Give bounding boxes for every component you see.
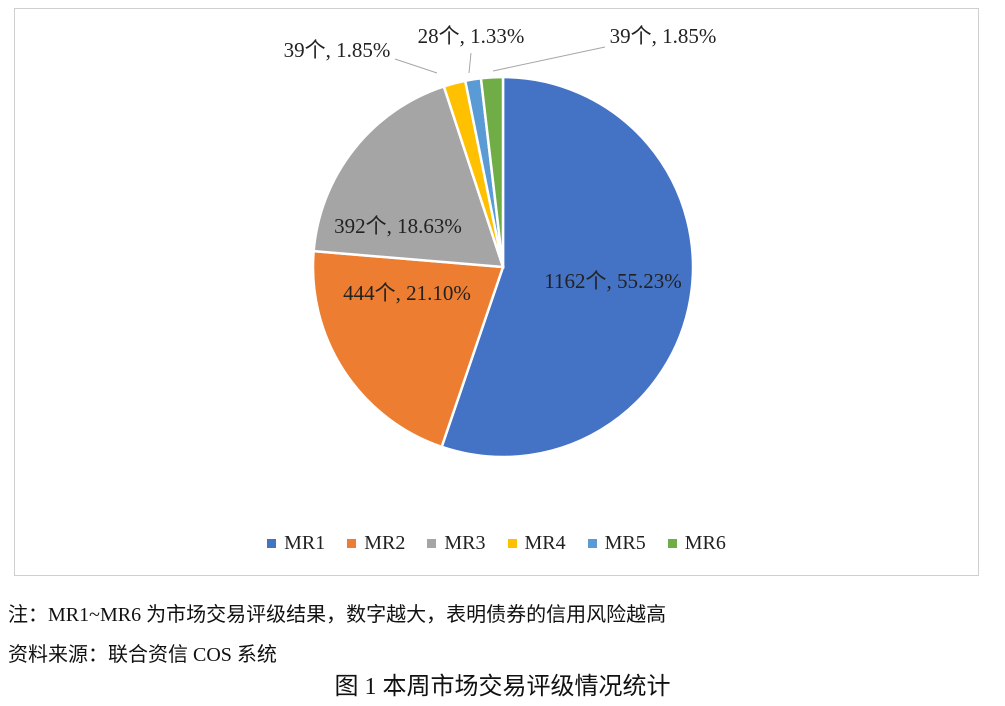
chart-source: 资料来源：联合资信 COS 系统 — [8, 644, 277, 666]
pie-slice-mr2 — [311, 249, 505, 449]
legend-swatch — [267, 539, 277, 548]
pie-slice-mr3 — [312, 84, 505, 269]
legend-item-mr1: MR1 — [267, 532, 325, 555]
chart-note: 注：MR1~MR6 为市场交易评级结果，数字越大，表明债券的信用风险越高 — [8, 604, 667, 626]
legend-swatch — [587, 539, 597, 548]
data-label-mr6: 39个, 1.85% — [610, 24, 717, 48]
leader-line-mr5 — [468, 52, 472, 74]
pie-slice-mr1 — [440, 75, 695, 459]
data-label-mr3: 392个, 18.63% — [334, 214, 462, 238]
data-label-mr1: 1162个, 55.23% — [544, 269, 681, 293]
legend-item-mr2: MR2 — [347, 532, 405, 555]
leader-line-mr6 — [492, 46, 606, 72]
leader-line-mr4 — [394, 58, 438, 74]
figure-caption: 图 1 本周市场交易评级情况统计 — [334, 674, 671, 700]
chart-legend: MR1 MR2 MR3 MR4 MR5 MR6 — [15, 532, 978, 555]
legend-swatch — [347, 539, 357, 548]
legend-item-mr4: MR4 — [507, 532, 566, 555]
legend-label: MR2 — [364, 532, 406, 554]
data-label-mr4: 39个, 1.85% — [284, 38, 391, 62]
legend-label: MR6 — [684, 532, 726, 554]
legend-item-mr6: MR6 — [667, 532, 726, 555]
legend-label: MR5 — [604, 532, 646, 554]
chart-frame: 1162个, 55.23% 444个, 21.10% 392个, 18.63% 39个… — [14, 8, 979, 576]
legend-label: MR4 — [524, 532, 566, 554]
legend-item-mr5: MR5 — [587, 532, 646, 555]
legend-swatch — [507, 539, 517, 548]
legend-item-mr3: MR3 — [427, 532, 486, 555]
legend-label: MR1 — [284, 532, 326, 554]
legend-swatch — [667, 539, 677, 548]
pie-chart: 1162个, 55.23% 444个, 21.10% 392个, 18.63% 39个… — [284, 24, 717, 459]
legend-label: MR3 — [444, 532, 486, 554]
legend-swatch — [427, 539, 437, 548]
data-label-mr5: 28个, 1.33% — [418, 24, 525, 48]
data-label-mr2: 444个, 21.10% — [343, 281, 471, 305]
pie-slice-mr6 — [479, 75, 505, 268]
